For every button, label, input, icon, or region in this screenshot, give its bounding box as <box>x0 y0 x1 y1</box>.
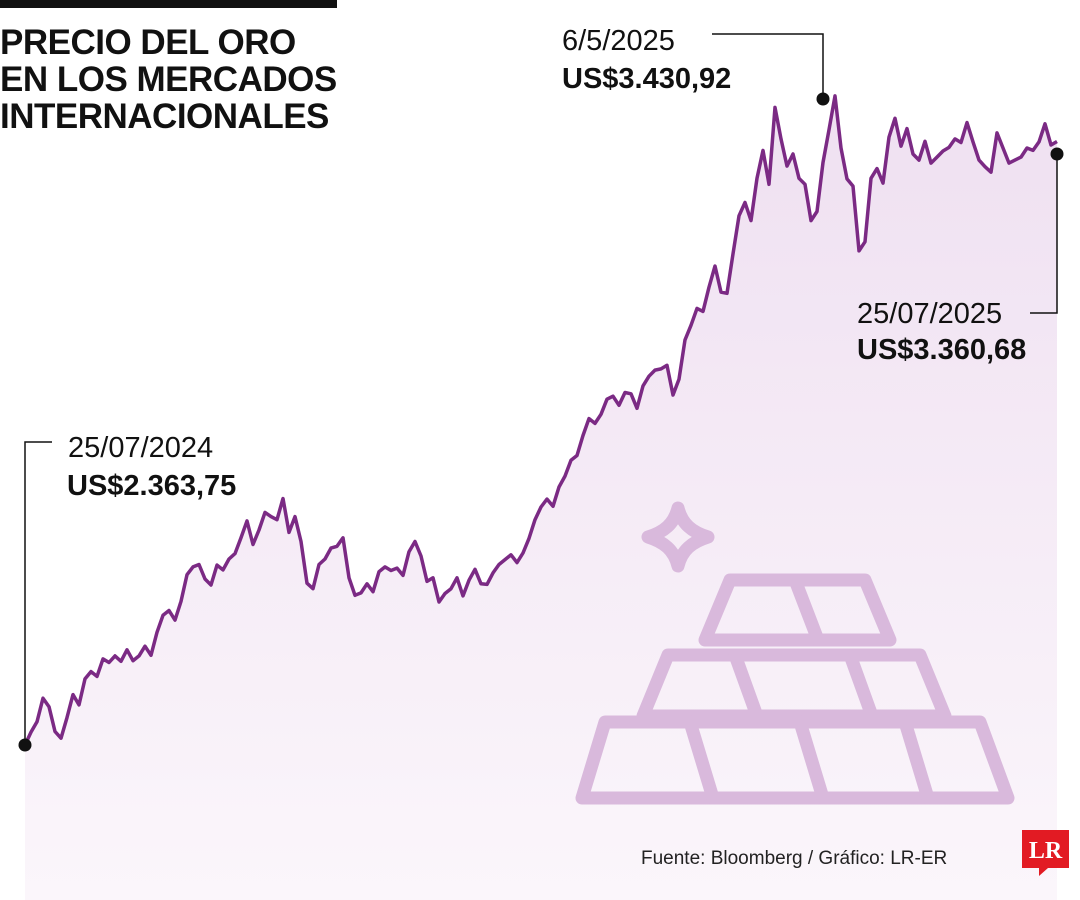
top-rule <box>0 0 337 8</box>
price-area-fill <box>25 95 1057 900</box>
lr-logo-text: LR <box>1029 838 1063 864</box>
annotation-start-date: 25/07/2024 <box>68 432 213 464</box>
gold-bars-icon <box>575 501 1015 805</box>
leader-line-start <box>24 441 52 745</box>
lr-logo: LR <box>1022 830 1069 876</box>
annotation-peak-date: 6/5/2025 <box>562 25 675 57</box>
annotation-peak-value: US$3.430,92 <box>562 63 731 95</box>
source-credit: Fuente: Bloomberg / Gráfico: LR-ER <box>641 848 948 869</box>
annotation-end-date: 25/07/2025 <box>857 298 1002 330</box>
leader-line-peak <box>712 33 824 99</box>
annotation-start-value: US$2.363,75 <box>67 470 236 502</box>
end-point-marker <box>1050 147 1064 161</box>
title-line-2: EN LOS MERCADOS <box>0 60 337 99</box>
price-line <box>23 94 1058 746</box>
annotation-end-value: US$3.360,68 <box>857 334 1026 366</box>
title-line-1: PRECIO DEL ORO <box>0 23 296 62</box>
sparkle-icon <box>641 501 715 573</box>
title-line-3: INTERNACIONALES <box>0 97 329 136</box>
leader-line-end <box>1030 154 1058 314</box>
peak-point-marker <box>816 92 830 106</box>
chart-title: PRECIO DEL ORO EN LOS MERCADOS INTERNACI… <box>0 24 360 135</box>
start-point-marker <box>18 738 32 752</box>
